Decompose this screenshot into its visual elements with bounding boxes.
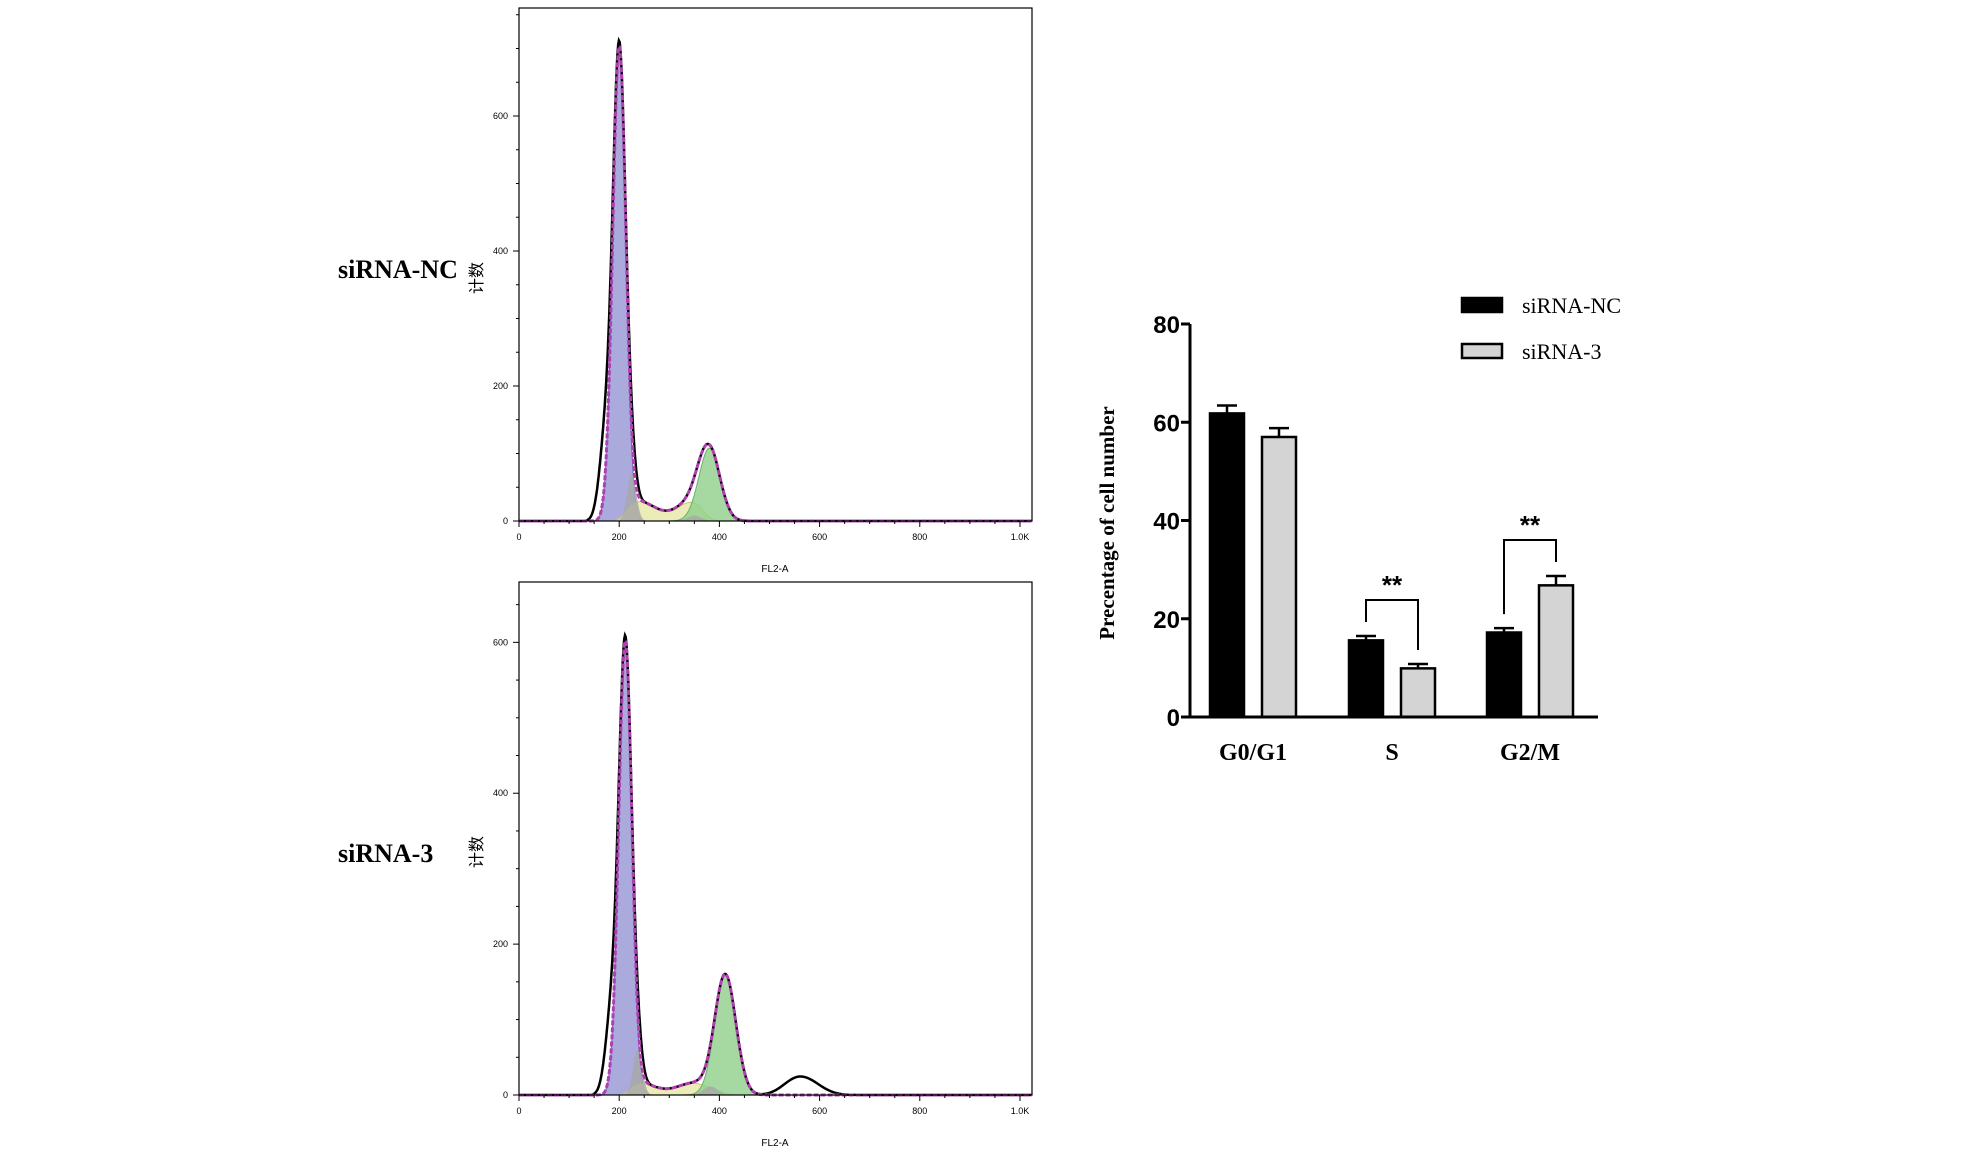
bar-x-tick-label-0: G0/G1 xyxy=(1219,740,1287,766)
significance-g2m: ** xyxy=(1503,510,1557,615)
hist2-x-tick-label-3: 600 xyxy=(812,1106,827,1116)
bar-y-tick-label-3: 60 xyxy=(1153,410,1180,437)
hist1-x-tick-label-1: 200 xyxy=(612,532,627,542)
hist1-x-axis-label: FL2-A xyxy=(761,564,789,575)
hist2-x-tick-label-5: 1.0K xyxy=(1011,1106,1030,1116)
hist1-frame xyxy=(518,7,1033,522)
error-bar-sirna-3-s xyxy=(1408,662,1428,669)
error-bars xyxy=(1217,404,1566,669)
histogram-sirna-3: 0 200 400 600 800 1.0K 0 200 400 600 FL2… xyxy=(468,581,1033,1149)
error-bar-sirna-nc-g2m xyxy=(1494,626,1514,633)
bar-y-axis-label: Precentage of cell number xyxy=(1095,406,1119,639)
error-bar-sirna-nc-g0g1 xyxy=(1217,404,1237,414)
histogram-sirna-nc: 0 200 400 600 800 1.0K 0 200 400 600 FL2… xyxy=(468,7,1033,575)
significance-label-s: ** xyxy=(1382,570,1403,600)
error-bar-sirna-nc-s xyxy=(1356,634,1376,641)
hist2-x-tick-label-0: 0 xyxy=(516,1106,521,1116)
legend-label-sirna-nc: siRNA-NC xyxy=(1522,293,1621,318)
bar-chart: Precentage of cell number 0 20 40 60 80 xyxy=(1095,293,1621,766)
hist1-y-tick-label-3: 600 xyxy=(493,111,508,121)
hist2-x-axis-label: FL2-A xyxy=(761,1138,789,1149)
error-bar-sirna-3-g0g1 xyxy=(1269,426,1289,437)
bar-sirna-3-g0g1 xyxy=(1260,435,1298,719)
significance-label-g2m: ** xyxy=(1520,510,1541,540)
bar-y-tick-label-2: 40 xyxy=(1153,509,1180,536)
hist2-x-tick-label-2: 400 xyxy=(712,1106,727,1116)
bar-x-tick-label-1: S xyxy=(1385,740,1398,766)
bar-y-ticks: 0 20 40 60 80 xyxy=(1153,312,1180,732)
bar-legend: siRNA-NC siRNA-3 xyxy=(1460,293,1621,364)
hist1-y-tick-label-2: 400 xyxy=(493,246,508,256)
hist1-x-tick-label-4: 800 xyxy=(912,532,927,542)
hist1-y-tick-label-0: 0 xyxy=(503,516,508,526)
hist2-x-tick-label-1: 200 xyxy=(612,1106,627,1116)
legend-swatch-sirna-nc xyxy=(1460,296,1504,314)
bar-sirna-3-g2m xyxy=(1537,584,1575,719)
hist1-x-tick-label-2: 400 xyxy=(712,532,727,542)
hist1-x-tick-label-0: 0 xyxy=(516,532,521,542)
significance-bracket-s xyxy=(1365,598,1419,650)
bar-sirna-3-s xyxy=(1399,667,1437,719)
hist2-y-tick-label-2: 400 xyxy=(493,788,508,798)
significance-s: ** xyxy=(1365,570,1419,650)
hist2-y-tick-label-0: 0 xyxy=(503,1090,508,1100)
bar-sirna-nc-s xyxy=(1347,639,1385,719)
hist2-y-tick-label-3: 600 xyxy=(493,637,508,647)
hist2-x-tick-label-4: 800 xyxy=(912,1106,927,1116)
hist1-y-tick-label-1: 200 xyxy=(493,381,508,391)
hist1-x-tick-label-3: 600 xyxy=(812,532,827,542)
hist2-x-ticks: 0 200 400 600 800 1.0K xyxy=(516,1106,1029,1116)
error-bar-sirna-3-g2m xyxy=(1546,574,1566,586)
hist1-x-tick-label-5: 1.0K xyxy=(1011,532,1030,542)
hist2-y-ticks: 0 200 400 600 xyxy=(493,637,508,1100)
hist2-frame xyxy=(518,581,1033,1096)
hist1-y-axis-label: 计数 xyxy=(468,262,486,294)
legend-label-sirna-3: siRNA-3 xyxy=(1522,339,1601,364)
hist2-y-axis-label: 计数 xyxy=(468,836,486,868)
panel-label-top: siRNA-NC xyxy=(338,255,458,284)
bar-sirna-nc-g0g1 xyxy=(1208,412,1246,719)
hist1-y-ticks: 0 200 400 600 xyxy=(493,111,508,526)
bar-sirna-nc-g2m xyxy=(1485,631,1523,719)
panel-label-bottom: siRNA-3 xyxy=(338,839,433,868)
hist1-x-ticks: 0 200 400 600 800 1.0K xyxy=(516,532,1029,542)
bar-axes xyxy=(1188,324,1598,719)
bar-y-tick-label-4: 80 xyxy=(1153,312,1180,339)
significance-bracket-g2m xyxy=(1503,539,1557,615)
bar-x-tick-label-2: G2/M xyxy=(1500,740,1560,766)
hist1-tick-marks xyxy=(513,14,1021,527)
bar-series-group xyxy=(1208,412,1575,719)
hist2-y-tick-label-1: 200 xyxy=(493,939,508,949)
bar-y-tick-label-0: 0 xyxy=(1167,705,1180,732)
bar-x-tick-labels: G0/G1 S G2/M xyxy=(1219,740,1560,766)
bar-y-tick-label-1: 20 xyxy=(1153,607,1180,634)
hist2-tick-marks xyxy=(513,604,1021,1101)
legend-swatch-sirna-3 xyxy=(1460,342,1504,360)
